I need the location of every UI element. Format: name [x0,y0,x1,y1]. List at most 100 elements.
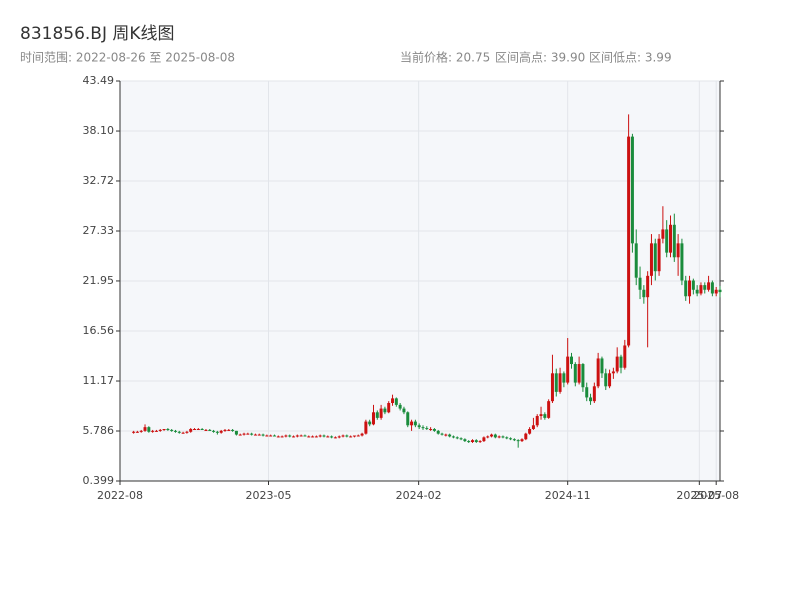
candle-body [520,439,524,442]
candle-body [638,277,642,290]
candle-body [516,440,520,442]
y-tick-label: 43.49 [83,74,115,87]
candle-body [440,433,444,435]
candle-body [577,364,581,383]
candle-body [432,429,436,431]
x-tick-label: 2025-08 [693,489,739,502]
candle-body [257,434,261,436]
candle-body [303,435,307,437]
candle-body [223,429,227,431]
candle-body [501,436,505,438]
candle-body [695,289,699,294]
candle-body [558,373,562,392]
candle-body [493,434,497,438]
candle-body [448,434,452,437]
candle-body [280,436,284,438]
candle-body [524,433,528,440]
candle-body [478,441,482,443]
candle-body [299,435,303,437]
candle-body [509,438,513,440]
candle-body [162,429,166,431]
candle-body [250,433,254,435]
candle-body [173,430,177,432]
candle-body [200,429,204,431]
candle-body [352,435,356,437]
candle-body [410,421,414,426]
candle-body [295,435,299,437]
y-tick-label: 16.56 [83,324,115,337]
candle-body [253,434,257,436]
candle-body [227,429,231,431]
candle-body [193,429,197,431]
candle-body [234,430,238,435]
candle-body [238,434,242,436]
candle-body [147,427,151,432]
candle-body [135,431,139,433]
candle-body [307,436,311,438]
candle-body [429,429,433,431]
candle-body [703,285,707,290]
candle-body [406,412,410,426]
candle-body [356,435,360,437]
candle-body [391,398,395,404]
candle-body [185,431,189,433]
candle-body [371,412,375,425]
candle-body [398,404,402,409]
candle-body [341,435,345,437]
y-tick-label: 32.72 [83,174,115,187]
candle-body [619,356,623,368]
y-tick-label: 21.95 [83,274,115,287]
candle-body [292,436,296,438]
candle-body [158,429,162,431]
candle-body [623,345,627,368]
candle-body [455,437,459,439]
candle-body [474,440,478,443]
candle-body [665,229,669,253]
candle-body [276,436,280,438]
stat-current: 当前价格: 20.75 [400,50,490,65]
candle-body [562,373,566,383]
candle-body [657,238,661,272]
x-tick-label: 2025-07 [676,489,722,502]
candle-body [364,421,368,434]
candle-body [531,425,535,430]
candle-body [311,436,315,438]
candle-body [611,371,615,374]
candle-body [592,386,596,402]
candle-body [608,373,612,387]
candle-body [379,408,383,418]
candle-body [630,136,634,244]
candle-body [581,364,585,388]
candle-body [676,243,680,258]
candle-body [368,421,372,425]
candle-body [512,439,516,441]
candle-body [189,429,193,432]
candle-body [215,431,219,433]
candle-body [330,436,334,438]
candle-body [177,431,181,433]
candle-body [231,429,235,431]
candle-body [345,435,349,437]
candle-body [497,436,501,438]
candle-body [314,436,318,438]
candle-body [272,435,276,437]
candle-body [269,435,273,437]
candle-body [585,387,589,398]
candle-body [208,429,212,431]
candle-body [528,429,532,434]
candle-body [707,282,711,290]
x-tick-label: 2023-05 [246,489,292,502]
candle-body [470,440,474,443]
candle-body [322,435,326,437]
candle-body [566,356,570,383]
candle-body [688,280,692,297]
candle-body [627,136,631,346]
candle-body [139,430,143,432]
candle-body [539,414,543,417]
candle-body [661,229,665,239]
candle-body [463,439,467,442]
stat-low: 区间低点: 3.99 [589,51,672,65]
candle-body [436,430,440,434]
candle-body [451,436,455,438]
